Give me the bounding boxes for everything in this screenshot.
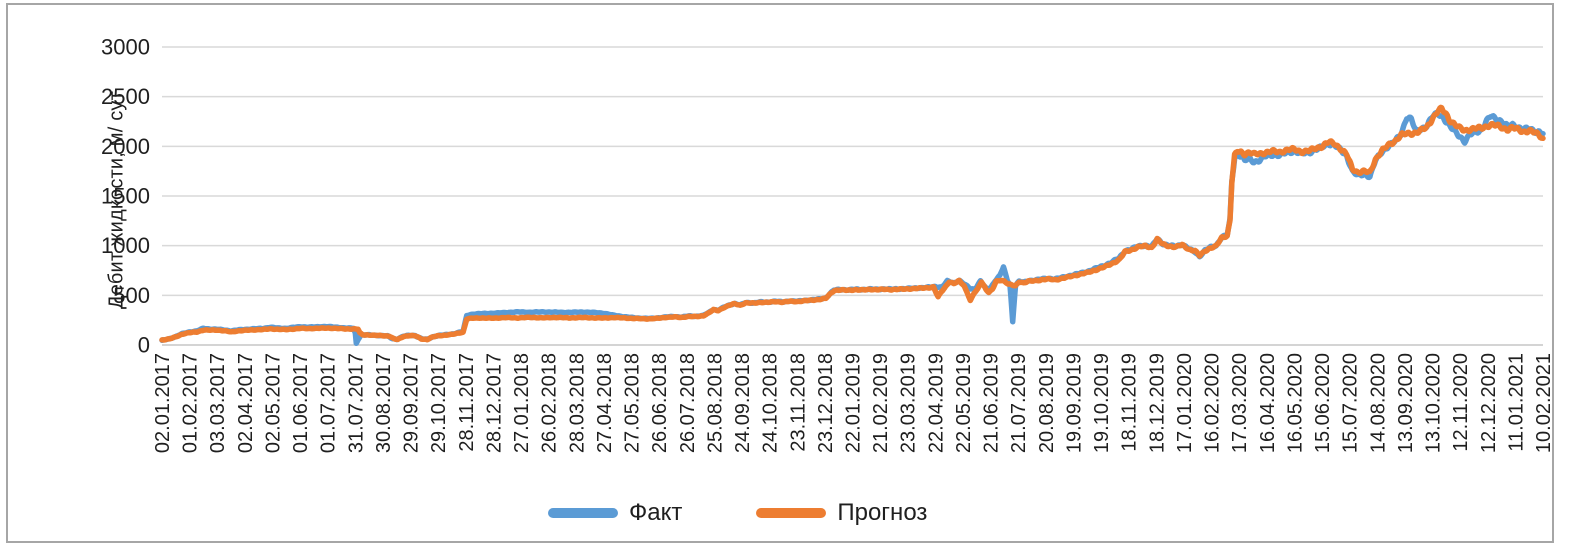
x-tick-label-32: 20.08.2019	[1036, 353, 1058, 453]
x-tick-label-6: 01.07.2017	[318, 353, 340, 453]
x-tick-label-23: 23.11.2018	[787, 353, 809, 452]
x-tick-label-14: 26.02.2018	[539, 353, 561, 453]
x-tick-label-16: 27.04.2018	[594, 353, 616, 453]
legend-item-forecast[interactable]: Прогноз	[756, 499, 927, 527]
legend-label-fact: Факт	[629, 499, 683, 526]
x-tick-label-27: 23.03.2019	[898, 353, 920, 453]
legend-label-forecast: Прогноз	[837, 499, 928, 526]
x-tick-label-29: 22.05.2019	[953, 353, 975, 453]
x-tick-label-44: 14.08.2020	[1367, 353, 1389, 453]
x-tick-label-39: 17.03.2020	[1229, 353, 1251, 453]
x-tick-label-1: 01.02.2017	[180, 353, 202, 453]
x-tick-label-34: 19.10.2019	[1091, 353, 1113, 453]
x-tick-label-49: 11.01.2021	[1505, 353, 1527, 452]
x-tick-label-37: 17.01.2020	[1174, 353, 1196, 453]
x-tick-label-45: 13.09.2020	[1395, 353, 1417, 453]
x-tick-label-24: 23.12.2018	[815, 353, 837, 453]
y-tick-label-1000: 1000	[101, 233, 150, 258]
x-tick-label-4: 02.05.2017	[262, 353, 284, 453]
x-tick-label-40: 16.04.2020	[1257, 353, 1279, 453]
x-tick-label-22: 24.10.2018	[760, 353, 782, 453]
x-tick-label-28: 22.04.2019	[925, 353, 947, 453]
x-tick-label-42: 15.06.2020	[1312, 353, 1334, 453]
chart-legend: Факт Прогноз	[548, 499, 927, 527]
x-tick-label-19: 26.07.2018	[677, 353, 699, 453]
x-tick-label-15: 28.03.2018	[566, 353, 588, 453]
x-tick-label-5: 01.06.2017	[290, 353, 312, 453]
legend-line-swatch-fact	[548, 508, 618, 518]
x-tick-label-36: 18.12.2019	[1146, 353, 1168, 453]
x-tick-label-13: 27.01.2018	[511, 353, 533, 453]
x-tick-label-26: 21.02.2019	[870, 353, 892, 453]
y-tick-label-500: 500	[113, 283, 150, 308]
y-tick-label-3000: 3000	[101, 35, 150, 60]
x-tick-label-3: 02.04.2017	[235, 353, 257, 453]
x-tick-label-41: 16.05.2020	[1284, 353, 1306, 453]
x-tick-label-10: 29.10.2017	[428, 353, 450, 453]
x-tick-label-47: 12.11.2020	[1450, 353, 1472, 452]
y-tick-label-0: 0	[138, 333, 150, 358]
x-tick-label-50: 10.02.2021	[1533, 353, 1555, 453]
x-tick-label-35: 18.11.2019	[1119, 353, 1141, 452]
x-tick-label-12: 28.12.2017	[483, 353, 505, 453]
y-tick-label-2000: 2000	[101, 134, 150, 159]
x-tick-label-25: 22.01.2019	[843, 353, 865, 453]
x-tick-label-20: 25.08.2018	[704, 353, 726, 453]
legend-item-fact[interactable]: Факт	[548, 499, 682, 527]
x-tick-label-0: 02.01.2017	[152, 353, 174, 453]
x-tick-label-7: 31.07.2017	[345, 353, 367, 453]
series-line-forecast	[159, 104, 1546, 343]
y-tick-label-2500: 2500	[101, 84, 150, 109]
x-tick-label-43: 15.07.2020	[1340, 353, 1362, 453]
x-tick-label-38: 16.02.2020	[1202, 353, 1224, 453]
x-tick-label-17: 27.05.2018	[622, 353, 644, 453]
y-tick-label-1500: 1500	[101, 184, 150, 209]
x-tick-label-33: 19.09.2019	[1063, 353, 1085, 453]
y-axis-title: Дебит жидкости, м/ сут	[105, 91, 128, 309]
x-tick-label-9: 29.09.2017	[401, 353, 423, 453]
x-tick-label-8: 30.08.2017	[373, 353, 395, 453]
x-tick-label-21: 24.09.2018	[732, 353, 754, 453]
x-tick-label-2: 03.03.2017	[207, 353, 229, 453]
x-tick-label-31: 21.07.2019	[1008, 353, 1030, 453]
x-tick-label-46: 13.10.2020	[1423, 353, 1445, 453]
x-tick-label-11: 28.11.2017	[456, 353, 478, 452]
x-tick-label-18: 26.06.2018	[649, 353, 671, 453]
x-tick-label-30: 21.06.2019	[981, 353, 1003, 453]
legend-line-swatch-forecast	[756, 508, 827, 518]
x-tick-label-48: 12.12.2020	[1478, 353, 1500, 453]
